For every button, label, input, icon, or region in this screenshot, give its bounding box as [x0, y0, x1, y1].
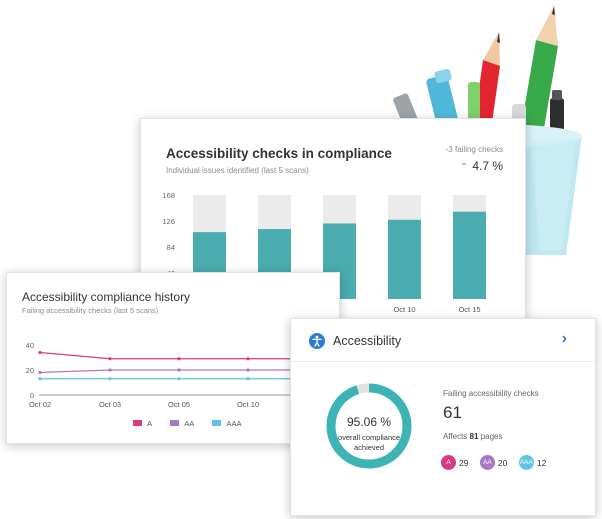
compliance-title: Accessibility checks in compliance: [166, 146, 392, 161]
affects-count: 81: [469, 432, 479, 441]
series-point-aa: [108, 368, 112, 372]
x-tick-label: Oct 10: [393, 305, 415, 314]
compliance-ring-arc: [326, 383, 412, 469]
compliance-percent: 95.06 %: [346, 415, 392, 429]
x-tick-label: Oct 15: [458, 305, 480, 314]
y-tick-label: 40: [26, 341, 34, 350]
green-pencil: [520, 6, 558, 140]
failing-checks-note: -3 failing checks: [445, 145, 503, 154]
legend-swatch-a: [133, 420, 142, 426]
compliance-subtitle: Individual issues identified (last 5 sca…: [166, 166, 309, 175]
x-tick-label: Oct 02: [29, 400, 51, 409]
level-badge-a: A: [441, 455, 456, 471]
y-tick-label: 126: [162, 217, 175, 226]
y-tick-label: 20: [26, 366, 34, 375]
series-point-a: [246, 357, 250, 361]
series-point-aaa: [246, 377, 250, 381]
series-point-a: [177, 357, 181, 361]
level-count-a: 29: [459, 457, 469, 468]
series-point-a: [108, 357, 112, 361]
level-count-aa: 20: [497, 457, 508, 468]
failing-checks-label: Failing accessibility checks: [443, 389, 539, 398]
level-badge-aa: AA: [479, 455, 495, 471]
x-tick-label: Oct 05: [168, 400, 190, 409]
series-point-a: [38, 350, 42, 355]
level-badge-aaa: AAA: [518, 455, 534, 471]
compliance-caption-line1: overall compliance: [337, 433, 401, 442]
x-tick-label: Oct 03: [99, 400, 121, 409]
series-point-aa: [177, 368, 181, 372]
red-pencil: [474, 32, 500, 130]
failing-checks-count: 61: [443, 403, 462, 422]
legend-label-aaa: AAA: [226, 419, 242, 428]
y-tick-label: 168: [162, 191, 175, 200]
legend-label-aa: AA: [184, 419, 195, 428]
accessibility-title: Accessibility: [333, 334, 402, 348]
legend-label-a: A: [147, 419, 153, 428]
series-point-aaa: [38, 377, 42, 381]
history-subtitle: Failing accessibility checks (last 5 sca…: [22, 306, 159, 315]
level-count-aaa: 12: [536, 457, 547, 468]
compliance-delta: ⌃ 4.7 %: [460, 159, 503, 173]
y-tick-label: 0: [30, 391, 34, 400]
compliance-caption-line2: achieved: [353, 443, 385, 452]
legend-swatch-aa: [170, 420, 180, 426]
legend-swatch-aaa: [212, 420, 222, 426]
bar: [388, 219, 421, 299]
history-line-chart: 0 20 40 Oct 02 Oct 03 Oct 05 Oct 10: [26, 341, 339, 409]
accessibility-header[interactable]: Accessibility ›: [291, 319, 595, 362]
affects-suffix: pages: [480, 432, 503, 441]
series-point-aa: [38, 370, 42, 375]
y-tick-label: 84: [167, 243, 175, 252]
compliance-delta-value: 4.7 %: [472, 159, 503, 173]
level-badges: A 29 AA 20 AAA 12: [441, 454, 553, 472]
accessibility-card: Accessibility › 95.06 % overall complian…: [290, 318, 596, 516]
affects-prefix: Affects: [443, 432, 468, 441]
arrow-up-icon: ⌃: [459, 162, 469, 173]
history-card: Accessibility compliance history Failing…: [6, 272, 340, 444]
compliance-ring: [326, 383, 412, 469]
accessibility-icon: [309, 333, 325, 349]
x-tick-label: Oct 10: [237, 400, 259, 409]
series-point-aaa: [177, 377, 181, 381]
chevron-right-icon[interactable]: ›: [561, 330, 567, 347]
bar: [453, 211, 486, 299]
history-legend: A AA AAA: [133, 419, 242, 428]
series-point-aaa: [108, 377, 112, 381]
series-point-aa: [246, 368, 250, 372]
history-title: Accessibility compliance history: [22, 290, 191, 304]
affects-pages: Affects 81 pages: [443, 432, 502, 441]
